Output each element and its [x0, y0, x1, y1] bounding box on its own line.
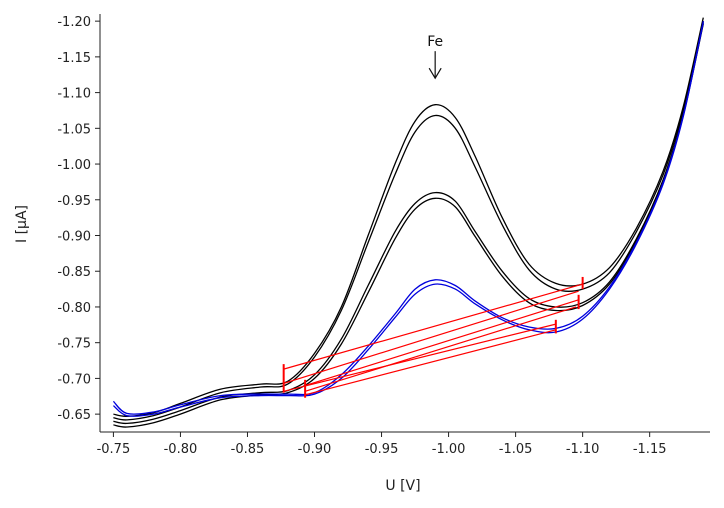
x-tick-label: -0.75 [97, 442, 131, 457]
series-lines [112, 17, 704, 428]
baseline-line-5 [283, 323, 556, 392]
y-tick-label: -1.05 [57, 122, 91, 137]
series-line-2 [113, 20, 704, 421]
annotations: Fe [427, 34, 443, 80]
x-tick-label: -0.95 [365, 442, 399, 457]
baseline-line-4 [304, 306, 577, 392]
tick-marks: -0.65 -0.70 -0.75 -0.80 -0.85 -0.90 -0.95 -1.00… [57, 15, 666, 457]
series-line-3 [113, 22, 704, 425]
x-tick-label: -1.05 [499, 442, 533, 457]
x-tick-label: -0.85 [231, 442, 265, 457]
y-tick-label: -1.20 [57, 15, 91, 30]
y-tick-label: -0.80 [57, 301, 91, 316]
x-axis-title: U [V] [385, 478, 420, 494]
x-tick-label: -1.15 [633, 442, 667, 457]
y-tick-label: -1.00 [57, 158, 91, 173]
y-tick-label: -0.95 [57, 194, 91, 209]
axes [99, 14, 710, 433]
series-line-1 [113, 17, 704, 417]
peak-arrow-head [428, 67, 442, 80]
peak-label: Fe [427, 34, 443, 50]
y-tick-label: -0.85 [57, 265, 91, 280]
baseline-line-1 [283, 283, 583, 370]
baseline-line-3 [304, 299, 579, 387]
y-tick-label: -0.90 [57, 230, 91, 245]
y-tick-label: -0.75 [57, 337, 91, 352]
baseline-lines [282, 276, 584, 398]
x-tick-label: -1.10 [566, 442, 600, 457]
x-tick-label: -0.90 [298, 442, 332, 457]
baseline-line-2 [283, 290, 579, 384]
series-line-4 [113, 23, 704, 428]
x-tick-label: -1.00 [432, 442, 466, 457]
y-tick-label: -0.65 [57, 408, 91, 423]
baseline-line-6 [304, 329, 556, 396]
y-tick-label: -1.10 [57, 87, 91, 102]
y-tick-label: -1.15 [57, 51, 91, 66]
y-tick-label: -0.70 [57, 372, 91, 387]
y-axis-title: I [µA] [14, 205, 30, 243]
series-line-5 [112, 20, 704, 415]
x-tick-label: -0.80 [164, 442, 198, 457]
series-line-6 [112, 22, 704, 417]
